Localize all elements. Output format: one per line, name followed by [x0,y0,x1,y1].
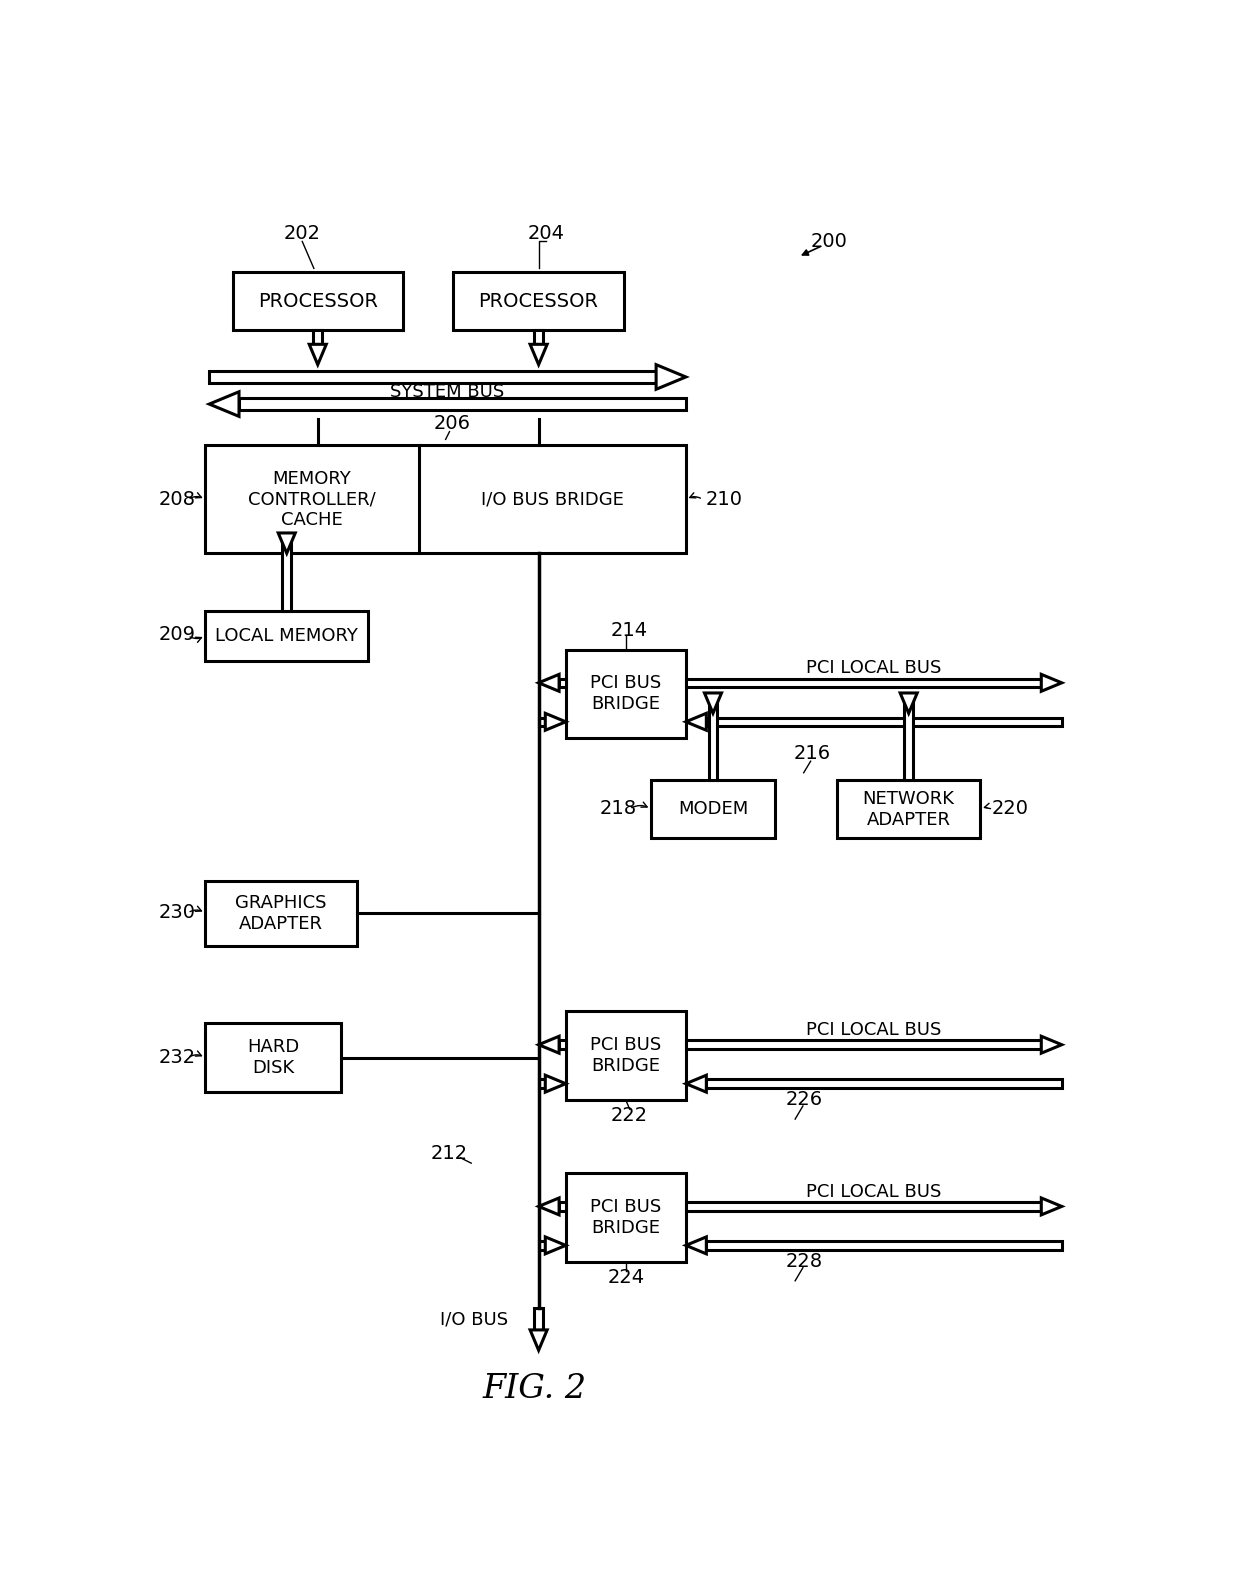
Text: SYSTEM BUS: SYSTEM BUS [391,383,505,400]
Bar [534,330,543,345]
Polygon shape [656,365,686,389]
Bar [904,692,913,780]
Text: 218: 218 [600,799,637,818]
Polygon shape [686,1236,707,1254]
Polygon shape [1042,1037,1061,1053]
Bar [559,678,565,687]
Polygon shape [900,692,918,713]
Text: GRAPHICS
ADAPTER: GRAPHICS ADAPTER [236,893,326,933]
Bar [565,1174,686,1262]
Bar [707,1241,1061,1249]
Text: I/O BUS: I/O BUS [439,1311,507,1329]
Text: 202: 202 [284,225,321,244]
Bar [565,649,686,738]
Bar [283,533,291,611]
Text: MODEM: MODEM [678,801,748,818]
Text: PCI LOCAL BUS: PCI LOCAL BUS [806,1021,941,1038]
Polygon shape [686,1075,707,1093]
Text: 230: 230 [159,903,195,922]
Polygon shape [210,392,239,416]
Text: 222: 222 [611,1105,649,1124]
Text: PCI BUS
BRIDGE: PCI BUS BRIDGE [590,1037,661,1075]
Text: I/O BUS BRIDGE: I/O BUS BRIDGE [481,490,624,509]
Bar [206,880,357,946]
Text: 204: 204 [528,225,565,244]
Text: FIG. 2: FIG. 2 [482,1373,587,1405]
Bar [538,1080,546,1088]
Bar [686,1040,1042,1050]
Text: 206: 206 [433,415,470,434]
Polygon shape [538,1037,559,1053]
Text: LOCAL MEMORY: LOCAL MEMORY [216,627,358,644]
Text: NETWORK
ADAPTER: NETWORK ADAPTER [863,790,955,829]
Text: PCI BUS
BRIDGE: PCI BUS BRIDGE [590,1198,661,1236]
Polygon shape [546,1236,565,1254]
Polygon shape [538,1198,559,1215]
Text: 224: 224 [608,1268,645,1287]
Polygon shape [546,713,565,731]
Polygon shape [531,1330,547,1351]
Text: PCI LOCAL BUS: PCI LOCAL BUS [806,659,941,678]
Bar [565,1011,686,1101]
Polygon shape [278,533,295,553]
Text: 216: 216 [794,743,831,762]
Text: 210: 210 [706,490,743,509]
Text: PCI LOCAL BUS: PCI LOCAL BUS [806,1183,941,1201]
Bar [534,1308,543,1330]
Bar [210,370,656,383]
Text: HARD
DISK: HARD DISK [247,1038,299,1077]
Text: 212: 212 [432,1144,467,1163]
Bar [206,445,686,553]
Text: PROCESSOR: PROCESSOR [479,292,599,311]
Bar [538,718,546,726]
Bar [707,718,1061,726]
Polygon shape [704,692,722,713]
Polygon shape [686,713,707,731]
Bar [686,1203,1042,1211]
Bar [559,1040,565,1050]
Polygon shape [309,345,326,365]
Bar [206,611,368,660]
Bar [314,330,322,345]
Bar [538,1241,546,1249]
Polygon shape [1042,675,1061,691]
Text: MEMORY
CONTROLLER/
CACHE: MEMORY CONTROLLER/ CACHE [248,469,376,530]
Text: 200: 200 [811,231,848,250]
Bar [651,780,775,839]
Bar [709,692,717,780]
Bar [559,1203,565,1211]
Text: PCI BUS
BRIDGE: PCI BUS BRIDGE [590,675,661,713]
Text: 226: 226 [786,1091,823,1110]
Polygon shape [546,1075,565,1093]
Bar [206,1022,341,1093]
Polygon shape [1042,1198,1061,1215]
Text: 208: 208 [159,490,195,509]
Polygon shape [531,345,547,365]
Bar [837,780,981,839]
Bar [233,273,403,330]
Text: 232: 232 [159,1048,195,1067]
Text: 214: 214 [611,620,649,640]
Bar [707,1080,1061,1088]
Bar [239,397,686,410]
Text: 220: 220 [992,799,1029,818]
Text: 209: 209 [159,625,195,644]
Text: 228: 228 [786,1252,823,1271]
Polygon shape [538,675,559,691]
Bar [454,273,624,330]
Bar [686,678,1042,687]
Text: PROCESSOR: PROCESSOR [258,292,378,311]
